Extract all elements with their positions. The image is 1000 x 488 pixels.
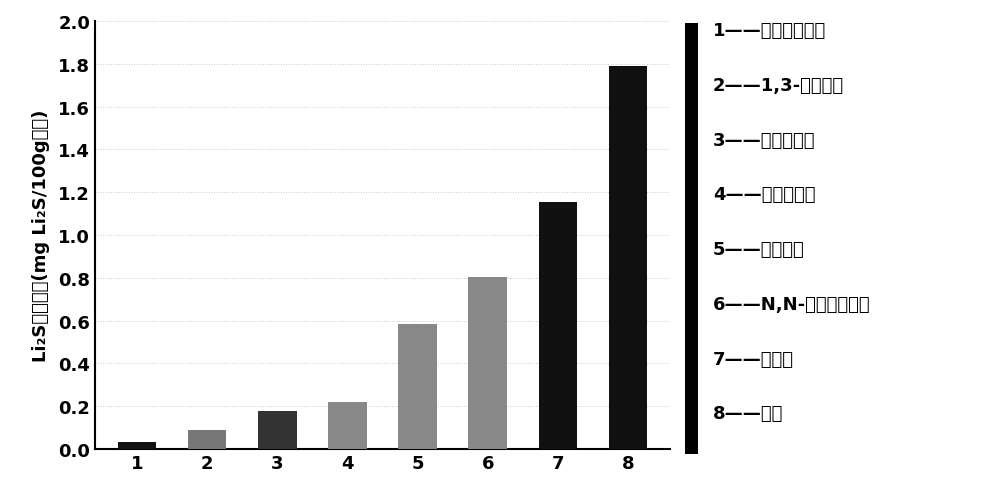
Y-axis label: Li₂S的溶解度(mg Li₂S/100g溶剂): Li₂S的溶解度(mg Li₂S/100g溶剂) [32,109,50,362]
Bar [328,402,367,449]
Text: 1——乙二醇二甲醚: 1——乙二醇二甲醚 [713,22,826,40]
Bar [398,324,437,449]
Bar [468,277,507,449]
Bar [188,430,226,449]
Bar [258,411,297,449]
Text: 3——碳酸丙烯酩: 3——碳酸丙烯酩 [713,131,816,149]
Bar [539,203,577,449]
Text: 8——乙脹: 8——乙脹 [713,405,783,423]
Bar [118,443,156,449]
Text: 7——环丁砂: 7——环丁砂 [713,350,794,368]
Text: 2——1,3-二氧戊环: 2——1,3-二氧戊环 [713,77,844,95]
Bar [609,67,647,449]
Text: 4——碳酸二甲酩: 4——碳酸二甲酩 [713,186,816,204]
Text: 5——二甲亚砂: 5——二甲亚砂 [713,241,805,259]
Text: 6——N,N-二甲基乙酰胺: 6——N,N-二甲基乙酰胺 [713,295,871,313]
